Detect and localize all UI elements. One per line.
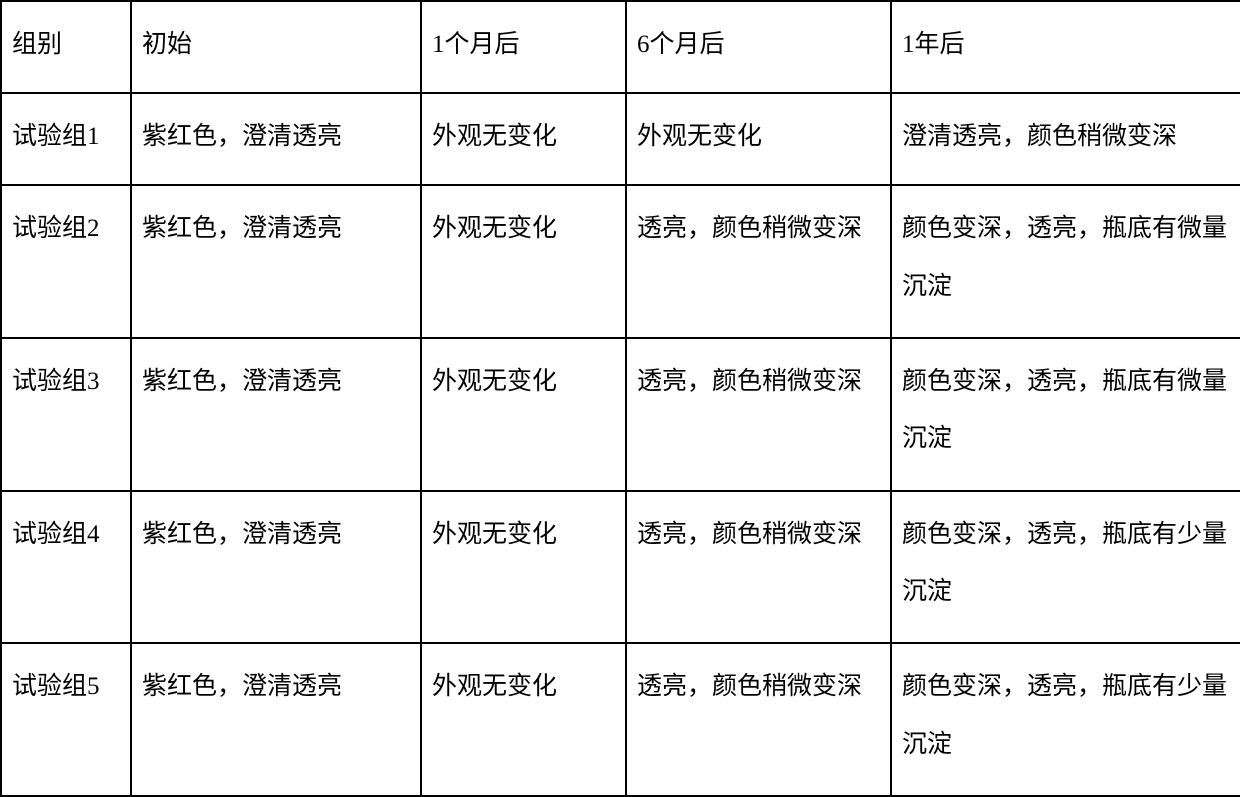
cell-initial: 紫红色，澄清透亮 <box>131 93 421 185</box>
cell-initial: 紫红色，澄清透亮 <box>131 643 421 796</box>
cell-m1: 外观无变化 <box>421 491 626 644</box>
cell-group: 试验组5 <box>1 643 131 796</box>
cell-y1: 颜色变深，透亮，瓶底有少量沉淀 <box>891 643 1240 796</box>
cell-y1: 颜色变深，透亮，瓶底有微量沉淀 <box>891 338 1240 491</box>
cell-m6: 外观无变化 <box>626 93 891 185</box>
cell-group: 试验组4 <box>1 491 131 644</box>
col-header-initial: 初始 <box>131 1 421 93</box>
col-header-y1: 1年后 <box>891 1 1240 93</box>
cell-m1: 外观无变化 <box>421 185 626 338</box>
table-row: 试验组5 紫红色，澄清透亮 外观无变化 透亮，颜色稍微变深 颜色变深，透亮，瓶底… <box>1 643 1240 796</box>
cell-group: 试验组2 <box>1 185 131 338</box>
cell-m1: 外观无变化 <box>421 643 626 796</box>
col-header-group: 组别 <box>1 1 131 93</box>
table-header-row: 组别 初始 1个月后 6个月后 1年后 <box>1 1 1240 93</box>
cell-y1: 颜色变深，透亮，瓶底有少量沉淀 <box>891 491 1240 644</box>
cell-y1: 澄清透亮，颜色稍微变深 <box>891 93 1240 185</box>
experiment-table: 组别 初始 1个月后 6个月后 1年后 试验组1 紫红色，澄清透亮 外观无变化 … <box>0 0 1240 797</box>
cell-group: 试验组3 <box>1 338 131 491</box>
cell-m6: 透亮，颜色稍微变深 <box>626 491 891 644</box>
cell-initial: 紫红色，澄清透亮 <box>131 338 421 491</box>
cell-m6: 透亮，颜色稍微变深 <box>626 338 891 491</box>
table-row: 试验组3 紫红色，澄清透亮 外观无变化 透亮，颜色稍微变深 颜色变深，透亮，瓶底… <box>1 338 1240 491</box>
cell-m1: 外观无变化 <box>421 93 626 185</box>
cell-y1: 颜色变深，透亮，瓶底有微量沉淀 <box>891 185 1240 338</box>
cell-m6: 透亮，颜色稍微变深 <box>626 185 891 338</box>
table-row: 试验组4 紫红色，澄清透亮 外观无变化 透亮，颜色稍微变深 颜色变深，透亮，瓶底… <box>1 491 1240 644</box>
table-row: 试验组1 紫红色，澄清透亮 外观无变化 外观无变化 澄清透亮，颜色稍微变深 <box>1 93 1240 185</box>
cell-m1: 外观无变化 <box>421 338 626 491</box>
cell-initial: 紫红色，澄清透亮 <box>131 491 421 644</box>
table-row: 试验组2 紫红色，澄清透亮 外观无变化 透亮，颜色稍微变深 颜色变深，透亮，瓶底… <box>1 185 1240 338</box>
cell-initial: 紫红色，澄清透亮 <box>131 185 421 338</box>
experiment-table-container: 组别 初始 1个月后 6个月后 1年后 试验组1 紫红色，澄清透亮 外观无变化 … <box>0 0 1240 797</box>
cell-group: 试验组1 <box>1 93 131 185</box>
cell-m6: 透亮，颜色稍微变深 <box>626 643 891 796</box>
col-header-m6: 6个月后 <box>626 1 891 93</box>
col-header-m1: 1个月后 <box>421 1 626 93</box>
